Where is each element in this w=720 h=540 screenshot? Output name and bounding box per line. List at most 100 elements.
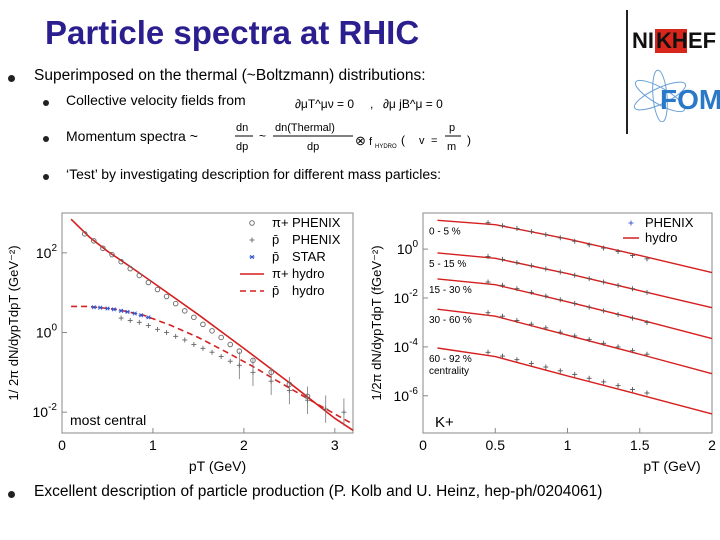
nikhef-highlight: KH xyxy=(656,28,688,53)
data-point xyxy=(172,300,179,307)
nikhef-highlight-box xyxy=(655,29,687,53)
data-point xyxy=(125,309,130,315)
data-point xyxy=(191,314,197,321)
sub-bullet-dot xyxy=(43,174,49,180)
chart-annotation: most central xyxy=(70,412,146,428)
legend-label: hydro xyxy=(292,266,325,281)
left-chart-svg: 0 1 2 3 102 100 10-2 pT (GeV) 1/ 2π dN/dypTdpT (… xyxy=(6,212,354,474)
data-point xyxy=(182,308,188,314)
sub-bullet-dot xyxy=(43,136,49,142)
left-spectra-chart: 0 1 2 3 102 100 10-2 pT (GeV) 1/ 2π dN/dypTdpT (… xyxy=(0,205,365,475)
centrality-label: 5 - 15 % xyxy=(429,259,466,270)
y-tick-label: 100 xyxy=(36,323,58,341)
eq-f: f xyxy=(369,136,373,148)
x-axis-label: pT (GeV) xyxy=(643,458,700,474)
data-point xyxy=(91,305,96,310)
eq-tilde: ~ xyxy=(259,129,266,143)
data-point xyxy=(91,238,97,244)
sub-bullet-2-text: Momentum spectra ~ xyxy=(66,128,198,144)
bullet-dot xyxy=(8,491,15,498)
particle-label: K+ xyxy=(435,414,454,431)
svg-text:(: ( xyxy=(401,133,405,147)
legend-particle: π+ xyxy=(272,266,289,281)
svg-text:): ) xyxy=(467,133,471,147)
eq-v: v xyxy=(419,135,425,147)
nikhef-logo-graphic: NI KH EF xyxy=(632,28,716,53)
data-point xyxy=(98,305,103,310)
eq-lhs-num: dn xyxy=(236,122,248,134)
data-point xyxy=(118,258,124,265)
data-point xyxy=(81,231,88,237)
y-tick-label: 10-4 xyxy=(394,337,419,355)
centrality-label: 0 - 5 % xyxy=(429,226,461,237)
eq-rhs-num: dn(Thermal) xyxy=(275,122,335,134)
fom-logo: FOM xyxy=(630,62,720,123)
x-tick-label: 1 xyxy=(564,437,572,453)
data-point xyxy=(154,286,161,293)
data-point xyxy=(132,311,137,316)
y-axis-label: 1/ 2π dN/dypTdpT (GeV⁻²) xyxy=(6,245,21,400)
eq-equals: = xyxy=(431,135,437,147)
hydro-curve xyxy=(437,308,713,375)
legend-marker xyxy=(249,254,255,260)
data-point xyxy=(145,279,152,286)
bullet-dot xyxy=(8,75,15,82)
legend-particle: p̄ xyxy=(272,283,279,298)
slide-title: Particle spectra at RHIC xyxy=(45,14,420,51)
legend-particle: π+ xyxy=(272,215,289,230)
bullet-last-text: Excellent description of particle produc… xyxy=(34,483,603,500)
legend-label: PHENIX xyxy=(645,215,694,230)
legend-particle: p̄ xyxy=(272,249,279,264)
eq-f-sub: HYDRO xyxy=(375,144,397,150)
y-tick-label: 100 xyxy=(397,239,419,257)
hydro-curve xyxy=(437,347,713,415)
sub-bullet-3-text: ‘Test’ by investigating description for … xyxy=(66,166,442,182)
legend-label: PHENIX xyxy=(292,215,341,230)
fom-text: FOM xyxy=(660,84,720,115)
data-point xyxy=(127,265,133,272)
x-tick-label: 0 xyxy=(58,437,66,453)
x-tick-label: 0 xyxy=(419,437,427,453)
eq-p: p xyxy=(449,122,455,134)
y-tick-label: 10-2 xyxy=(33,402,58,420)
conservation-equation: ∂μT^μν = 0 , ∂μ jB^μ = 0 xyxy=(295,93,455,118)
data-point xyxy=(163,293,170,300)
x-tick-label: 1 xyxy=(149,437,157,453)
eq-conservation-2: ∂μ jB^μ = 0 xyxy=(383,97,443,111)
legend-label: hydro xyxy=(292,283,325,298)
nikhef-logo: NI KH EF xyxy=(630,22,720,56)
legend-label: STAR xyxy=(292,249,326,264)
legend-particle: p̄ xyxy=(272,232,279,247)
x-tick-label: 3 xyxy=(331,437,339,453)
eq-lhs-den: dp xyxy=(236,141,248,153)
eq-m: m xyxy=(447,141,456,153)
x-tick-label: 0.5 xyxy=(486,437,506,453)
data-point xyxy=(209,328,215,334)
data-point xyxy=(146,315,151,320)
nikhef-part1: NI xyxy=(632,28,654,53)
data-point xyxy=(105,306,110,311)
right-chart-svg: 0 - 5 % 5 - 15 % 15 - 30 % 30 - 60 % 60 - 92… xyxy=(369,212,716,474)
data-point xyxy=(136,272,143,279)
centrality-label: 15 - 30 % xyxy=(429,285,472,296)
right-spectra-chart: 0 - 5 % 5 - 15 % 15 - 30 % 30 - 60 % 60 - 92… xyxy=(365,205,720,475)
data-point xyxy=(109,251,115,258)
data-point xyxy=(118,308,124,313)
sub-bullet-dot xyxy=(43,100,49,106)
data-point xyxy=(218,334,224,341)
data-point xyxy=(138,313,144,318)
data-point xyxy=(111,307,116,312)
eq-separator: , xyxy=(370,97,373,111)
hydro-curve xyxy=(437,252,713,309)
nikhef-part2: EF xyxy=(688,28,716,53)
logo-divider xyxy=(626,10,628,134)
x-tick-label: 1.5 xyxy=(630,437,650,453)
x-axis-label: pT (GeV) xyxy=(189,458,246,474)
centrality-label: 60 - 92 % xyxy=(429,354,472,365)
hydro-curve xyxy=(437,219,713,274)
eq-conservation-1: ∂μT^μν = 0 xyxy=(295,97,354,111)
orbit-3 xyxy=(652,69,668,123)
legend-label: PHENIX xyxy=(292,232,341,247)
legend-marker xyxy=(249,220,255,226)
centrality-label: 30 - 60 % xyxy=(429,315,472,326)
